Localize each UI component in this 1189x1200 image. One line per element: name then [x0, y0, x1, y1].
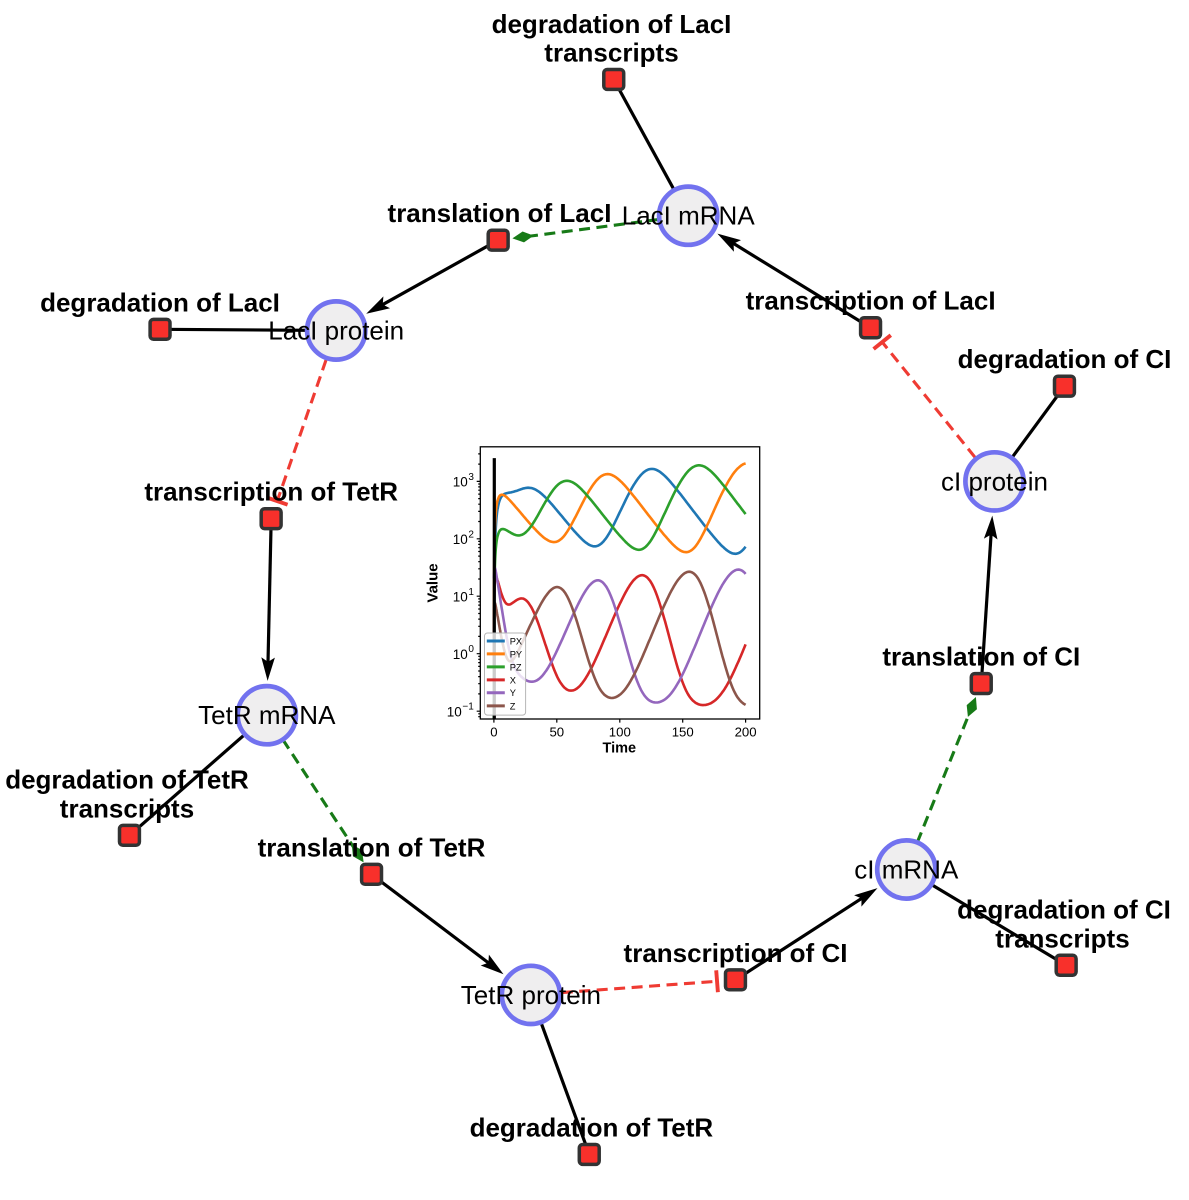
svg-text:translation of TetR: translation of TetR — [258, 832, 486, 862]
svg-text:LacI protein: LacI protein — [268, 316, 404, 346]
svg-text:10: 10 — [453, 589, 468, 604]
svg-text:3: 3 — [468, 472, 474, 483]
svg-text:10: 10 — [453, 532, 468, 547]
svg-text:PZ: PZ — [510, 662, 522, 672]
svg-text:transcription of TetR: transcription of TetR — [144, 477, 398, 507]
svg-text:150: 150 — [672, 725, 694, 740]
svg-text:degradation of LacI: degradation of LacI — [40, 287, 280, 317]
svg-text:degradation of TetR: degradation of TetR — [470, 1112, 714, 1142]
svg-text:0: 0 — [468, 644, 474, 655]
svg-text:TetR protein: TetR protein — [461, 980, 601, 1010]
svg-text:degradation of TetR: degradation of TetR — [5, 765, 249, 795]
svg-text:100: 100 — [609, 725, 631, 740]
svg-text:1: 1 — [468, 587, 474, 598]
svg-text:0: 0 — [490, 725, 497, 740]
svg-text:X: X — [510, 675, 516, 685]
svg-text:Y: Y — [510, 688, 516, 698]
svg-text:10: 10 — [447, 704, 462, 719]
svg-text:degradation of LacI: degradation of LacI — [492, 9, 732, 39]
svg-text:cI mRNA: cI mRNA — [854, 855, 959, 885]
svg-text:transcripts: transcripts — [544, 38, 678, 68]
svg-text:transcription of CI: transcription of CI — [624, 938, 848, 968]
svg-text:Z: Z — [510, 701, 516, 711]
svg-text:cI protein: cI protein — [941, 466, 1048, 496]
svg-text:TetR mRNA: TetR mRNA — [198, 700, 336, 730]
svg-text:10: 10 — [453, 475, 468, 490]
svg-text:200: 200 — [735, 725, 757, 740]
svg-text:transcripts: transcripts — [60, 793, 194, 823]
svg-text:degradation of CI: degradation of CI — [958, 344, 1172, 374]
svg-text:translation of CI: translation of CI — [882, 642, 1080, 672]
svg-text:50: 50 — [549, 725, 564, 740]
svg-text:−1: −1 — [462, 702, 474, 713]
svg-text:Value: Value — [425, 563, 442, 602]
svg-text:10: 10 — [453, 647, 468, 662]
svg-text:degradation of CI: degradation of CI — [957, 895, 1171, 925]
svg-text:PX: PX — [510, 636, 522, 646]
svg-text:2: 2 — [468, 529, 474, 540]
svg-text:PY: PY — [510, 649, 522, 659]
svg-text:Time: Time — [603, 741, 637, 757]
svg-text:transcripts: transcripts — [995, 923, 1129, 953]
svg-text:LacI mRNA: LacI mRNA — [622, 201, 756, 231]
svg-text:transcription of LacI: transcription of LacI — [746, 286, 996, 316]
svg-text:translation of LacI: translation of LacI — [388, 198, 612, 228]
